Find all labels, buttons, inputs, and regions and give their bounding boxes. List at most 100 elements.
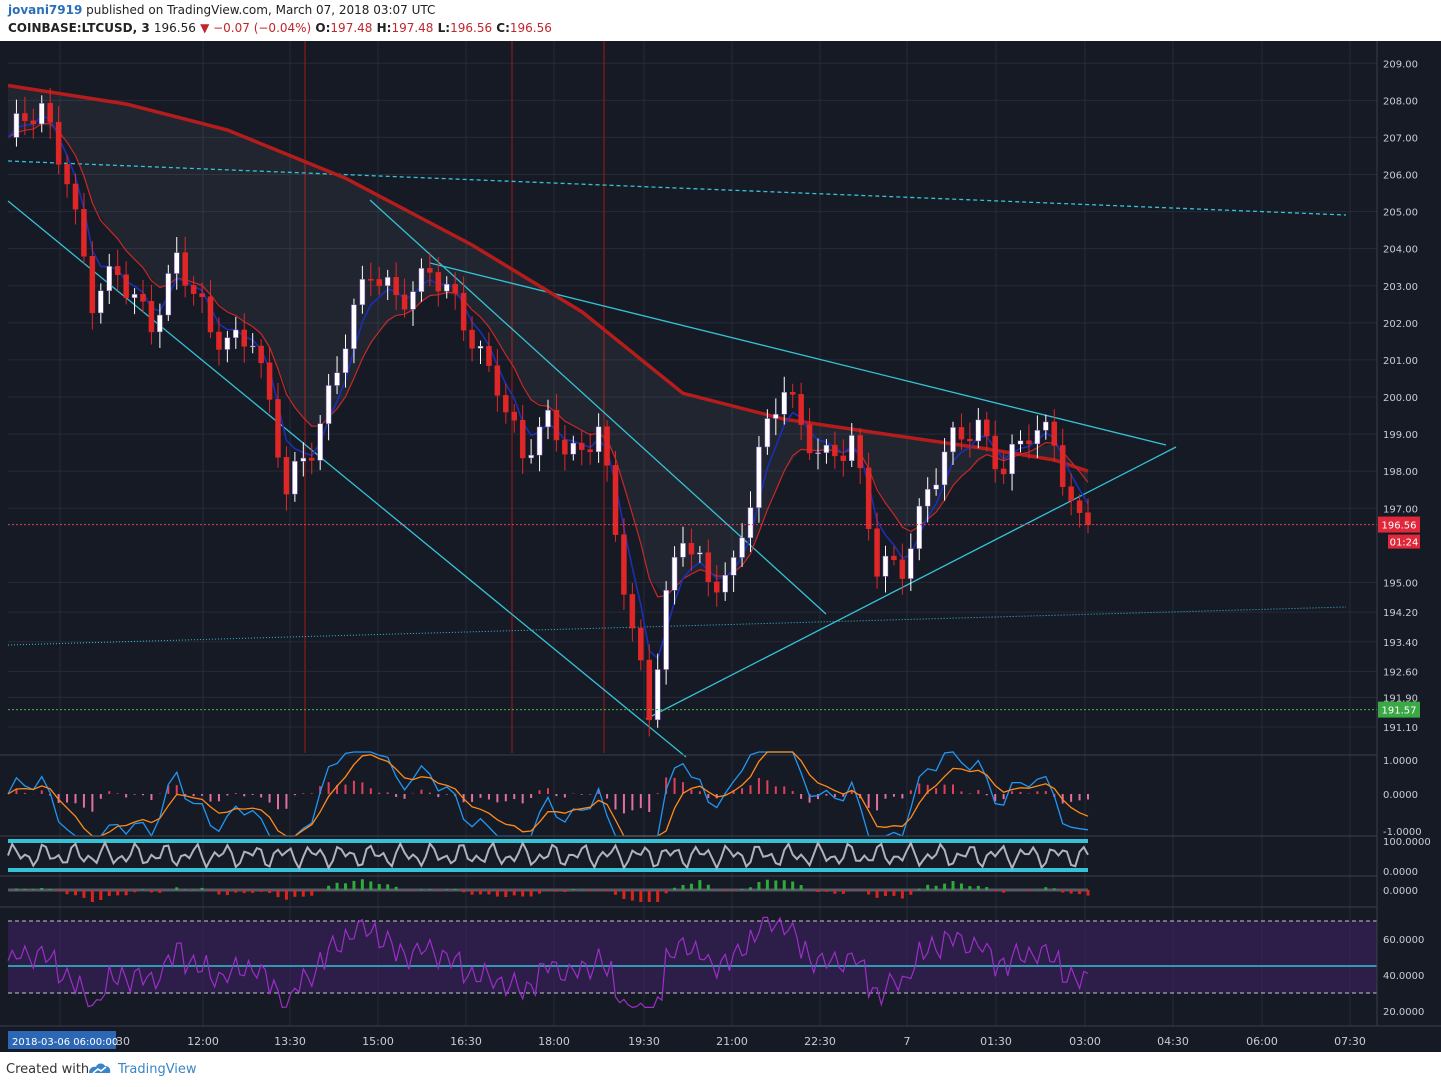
candle-body xyxy=(140,294,146,302)
candle-body xyxy=(612,465,619,535)
candle-body xyxy=(553,409,560,441)
x-tick-label: 16:30 xyxy=(450,1035,482,1048)
last-price-label: 196.56 xyxy=(1382,521,1417,532)
close-label: C: xyxy=(496,21,510,35)
indicator-tick-label: 0.0000 xyxy=(1383,886,1418,897)
candle-body xyxy=(55,121,62,165)
candle-body xyxy=(756,446,762,508)
created-with-text: Created with xyxy=(6,1062,90,1077)
candle-body xyxy=(1085,512,1091,525)
x-tick-label: 06:00 xyxy=(1246,1035,1278,1048)
candle-body xyxy=(13,113,20,138)
candle-body xyxy=(199,293,205,297)
candle-body xyxy=(266,362,273,400)
ohlc-line: COINBASE:LTCUSD, 3 196.56 ▼ −0.07 (−0.04… xyxy=(8,21,552,35)
x-tick-label-partial: 30 xyxy=(116,1035,130,1048)
x-tick-label: 04:30 xyxy=(1157,1035,1189,1048)
published-text: published on TradingView.com, March 07, … xyxy=(86,3,436,17)
ema-fill-area xyxy=(8,85,1088,596)
candle-body xyxy=(984,419,990,437)
candle-body xyxy=(224,337,231,350)
low-label: L: xyxy=(437,21,451,35)
candle-body xyxy=(857,435,863,469)
candle-body xyxy=(882,555,889,577)
candle-body xyxy=(840,455,847,462)
y-tick-label: 201.00 xyxy=(1383,356,1418,367)
candle-body xyxy=(950,427,956,453)
x-tick-label: 13:30 xyxy=(274,1035,306,1048)
macd-line xyxy=(7,751,1089,838)
candle-body xyxy=(536,426,543,456)
candle-body xyxy=(1017,440,1024,445)
candle-body xyxy=(958,427,965,440)
stoch-line xyxy=(7,839,1089,871)
candle-body xyxy=(174,252,180,274)
candle-body xyxy=(1000,468,1007,475)
candle-body xyxy=(773,414,779,419)
candle-body xyxy=(444,283,450,292)
symbol-label: COINBASE:LTCUSD, 3 xyxy=(8,21,150,35)
candle-body xyxy=(494,365,501,396)
last-price-box xyxy=(1378,516,1420,533)
publish-line: jovani7919 published on TradingView.com,… xyxy=(8,3,435,17)
candle-body xyxy=(435,272,442,292)
candle-body xyxy=(207,296,214,333)
support-price-label: 191.57 xyxy=(1382,706,1417,717)
candle-body xyxy=(781,392,787,415)
chart-canvas[interactable]: 196.56 01:24 191.57 209.00 208.00 207.00 206.… xyxy=(0,41,1441,1052)
candle-body xyxy=(410,291,416,310)
candle-body xyxy=(545,409,551,428)
trendline xyxy=(7,200,687,758)
candle-body xyxy=(123,274,129,298)
candle-body xyxy=(1076,500,1083,513)
candle-body xyxy=(916,505,922,549)
low-value: 196.56 xyxy=(450,21,493,35)
chart-footer: Created with TradingView xyxy=(0,1052,1441,1087)
y-tick-label: 205.00 xyxy=(1383,208,1418,219)
candles xyxy=(13,88,1091,737)
chart-header: jovani7919 published on TradingView.com,… xyxy=(0,0,1441,40)
candle-body xyxy=(418,268,425,292)
candle-body xyxy=(941,451,948,486)
candle-body xyxy=(89,256,96,314)
ema-fill xyxy=(8,85,1088,596)
candle-body xyxy=(351,304,357,349)
indicator-tick-label: 100.0000 xyxy=(1383,837,1431,848)
ema-long-line xyxy=(7,83,1089,473)
price-lines: 196.56 01:24 191.57 xyxy=(8,516,1420,718)
candle-body xyxy=(241,329,247,347)
x-tick-label: 19:30 xyxy=(628,1035,660,1048)
tradingview-brand-link[interactable]: TradingView xyxy=(118,1062,197,1077)
candle-body xyxy=(967,438,973,442)
candle-body xyxy=(503,395,509,413)
x-tick-label: 7 xyxy=(904,1035,911,1048)
candle-body xyxy=(292,460,298,495)
candle-body xyxy=(325,385,332,424)
candle-body xyxy=(22,113,28,122)
candle-body xyxy=(604,426,610,466)
candle-body xyxy=(165,273,172,316)
y-tick-label: 195.00 xyxy=(1383,578,1418,589)
candle-body xyxy=(190,285,197,294)
high-value: 197.48 xyxy=(391,21,434,35)
candle-body xyxy=(283,457,290,495)
candle-body xyxy=(1068,486,1074,501)
rsi-line xyxy=(7,916,1089,1009)
candle-body xyxy=(1051,421,1057,446)
candle-body xyxy=(519,419,526,459)
y-tick-label: 192.60 xyxy=(1383,667,1418,678)
candle-body xyxy=(30,120,37,125)
high-label: H: xyxy=(376,21,392,35)
price-axis[interactable]: 209.00 208.00 207.00 206.00 205.00 204.00 203.… xyxy=(1376,41,1431,1026)
x-tick-label: 22:30 xyxy=(804,1035,836,1048)
candle-body xyxy=(908,548,914,579)
candle-body xyxy=(747,507,754,539)
candle-body xyxy=(249,345,256,348)
tradingview-logo-icon[interactable] xyxy=(88,1061,112,1077)
candle-body xyxy=(258,345,264,364)
author-link[interactable]: jovani7919 xyxy=(8,3,83,17)
y-tick-label: 198.00 xyxy=(1383,467,1418,478)
x-tick-label: 12:00 xyxy=(187,1035,219,1048)
